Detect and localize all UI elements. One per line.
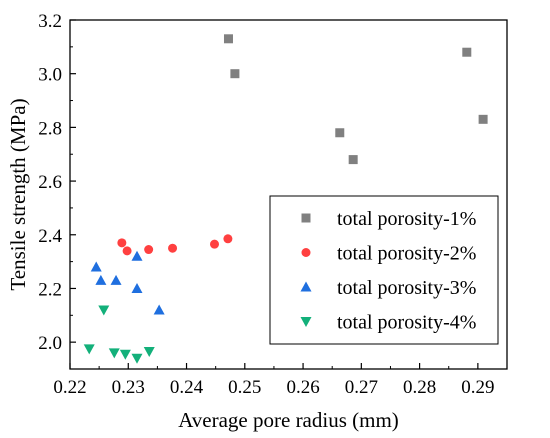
- y-tick-label: 3.2: [38, 11, 62, 32]
- legend-marker: [300, 281, 312, 292]
- y-tick-label: 2.0: [38, 333, 62, 354]
- y-tick-label: 2.4: [38, 226, 62, 247]
- x-tick-label: 0.29: [461, 377, 494, 398]
- data-point: [153, 304, 165, 315]
- data-point: [98, 305, 110, 316]
- data-point: [131, 282, 143, 293]
- legend: total porosity-1% total porosity-2% total …: [269, 195, 499, 345]
- x-tick-label: 0.22: [53, 377, 86, 398]
- data-point: [119, 349, 131, 360]
- data-point: [223, 34, 233, 44]
- data-point: [143, 347, 155, 358]
- legend-marker: [301, 213, 311, 223]
- data-point: [478, 114, 488, 124]
- data-point: [210, 239, 220, 249]
- data-point: [223, 234, 233, 244]
- x-tick-label: 0.26: [286, 377, 319, 398]
- data-point: [168, 243, 178, 253]
- legend-label: total porosity-3%: [337, 277, 476, 299]
- y-tick-label: 2.6: [38, 172, 62, 193]
- data-point: [348, 155, 358, 165]
- data-point: [131, 353, 143, 364]
- data-point: [95, 274, 107, 285]
- x-axis-title: Average pore radius (mm): [178, 408, 399, 432]
- legend-marker: [300, 317, 312, 327]
- y-tick-label: 2.2: [38, 279, 62, 300]
- y-tick-label: 2.8: [38, 118, 62, 139]
- legend-marker: [301, 248, 311, 257]
- data-point: [122, 246, 132, 256]
- x-tick-label: 0.23: [112, 377, 145, 398]
- x-tick-label: 0.25: [228, 377, 261, 398]
- axis-ticks: 0.22 0.23 0.24 0.25 0.26 0.27 0.28 0.29 2.0 2.2 2.…: [38, 11, 494, 398]
- data-point: [144, 245, 154, 255]
- data-point: [131, 250, 143, 261]
- data-point: [462, 47, 472, 57]
- y-tick-label: 3.0: [38, 65, 62, 86]
- data-point: [83, 344, 95, 355]
- x-tick-label: 0.27: [345, 377, 378, 398]
- legend-label: total porosity-1%: [337, 208, 476, 230]
- legend-label: total porosity-4%: [337, 312, 476, 334]
- data-point: [90, 261, 102, 272]
- x-tick-label: 0.28: [403, 377, 436, 398]
- y-axis-title: Tensile strength (MPa): [6, 98, 30, 290]
- data-points: [83, 34, 488, 364]
- data-point: [117, 238, 127, 248]
- data-point: [108, 348, 120, 359]
- data-point: [335, 128, 345, 138]
- data-point: [110, 274, 122, 285]
- x-tick-label: 0.24: [170, 377, 204, 398]
- data-point: [230, 69, 240, 79]
- plot-frame: [69, 19, 508, 370]
- legend-label: total porosity-2%: [337, 243, 476, 265]
